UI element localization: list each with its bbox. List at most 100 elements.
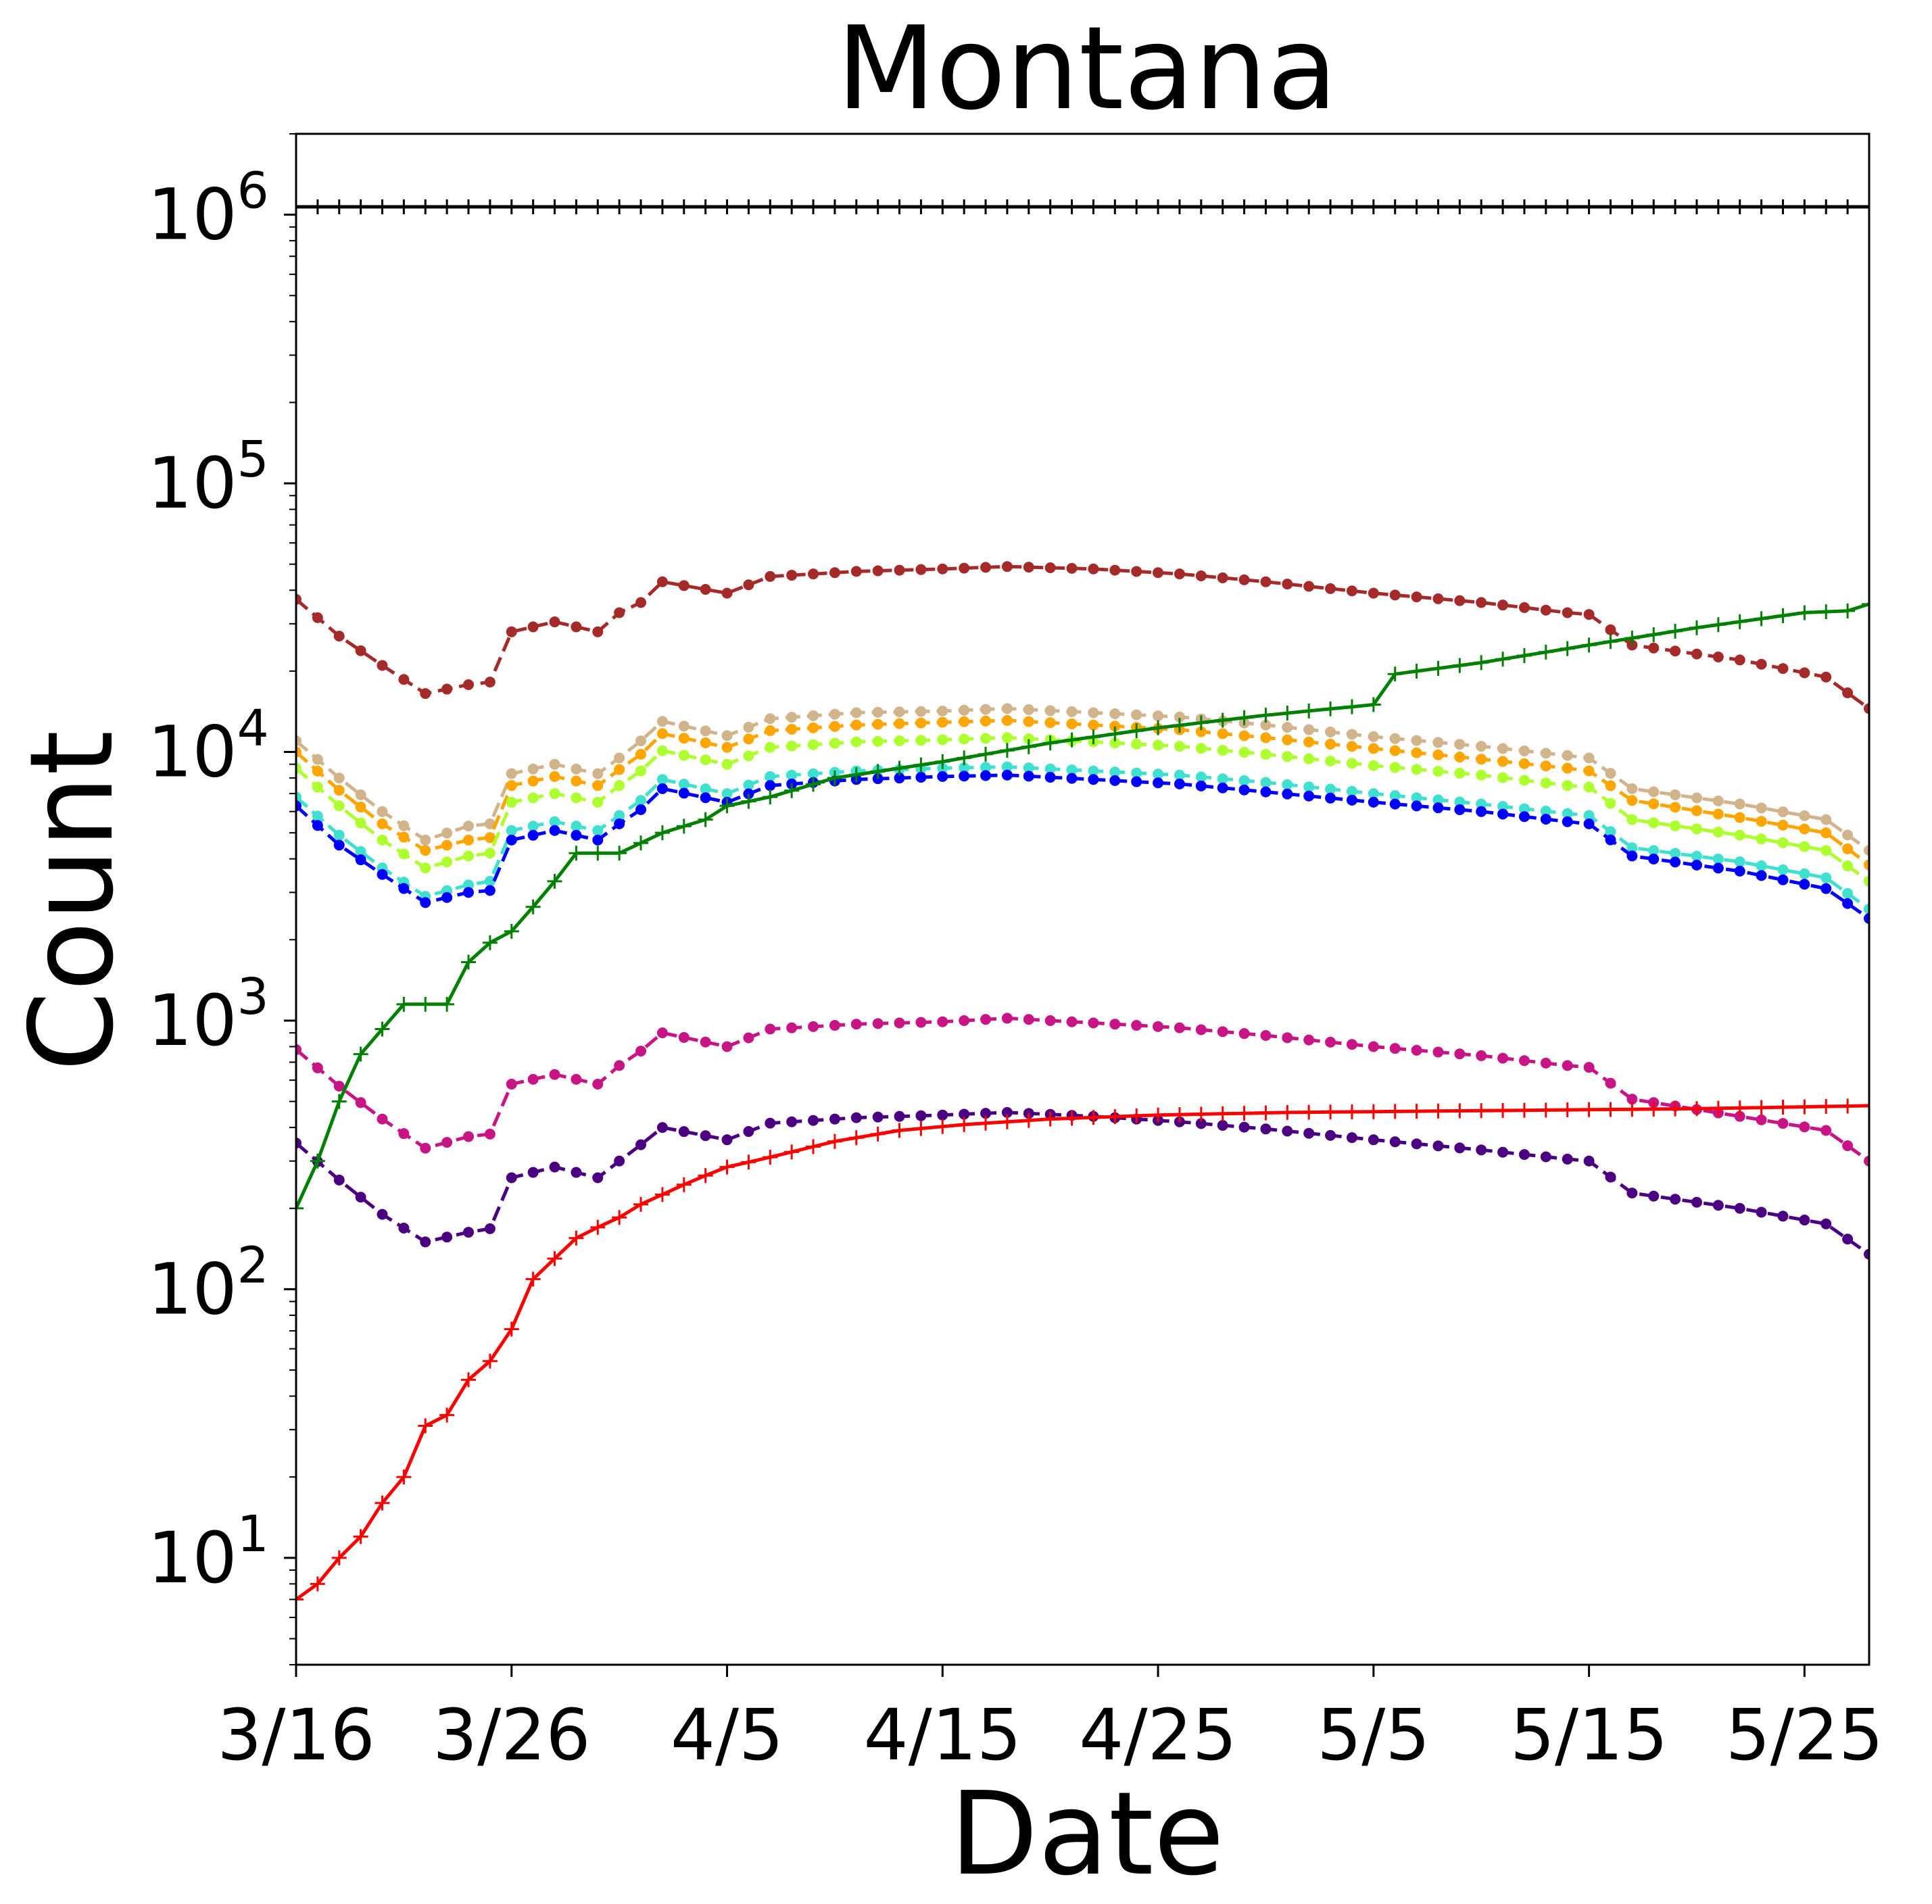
series-9-point-2: [331, 1094, 347, 1109]
series-1-point-45: [1260, 576, 1272, 587]
y-tick-exponent: 5: [237, 431, 269, 489]
series-7-point-58: [1540, 1057, 1551, 1069]
series-0-point-70: [1797, 199, 1812, 214]
series-8-point-30: [937, 1109, 948, 1121]
series-3-point-3: [355, 802, 366, 813]
series-2-point-13: [571, 763, 582, 775]
series-3-point-35: [1044, 717, 1056, 729]
series-4-point-40: [1153, 739, 1164, 751]
series-4-point-51: [1389, 762, 1401, 773]
series-9-point-8: [461, 954, 477, 970]
series-7-point-45: [1260, 1030, 1272, 1042]
series-8-point-64: [1670, 1194, 1681, 1205]
series-0-point-9: [482, 199, 498, 214]
series-1-point-31: [959, 562, 970, 574]
series-10-point-40: [1151, 1107, 1166, 1123]
series-4-point-60: [1583, 781, 1595, 793]
series-3-point-11: [527, 775, 539, 787]
series-4-point-70: [1799, 841, 1810, 852]
series-6-point-45: [1260, 786, 1272, 798]
series-2-point-24: [808, 710, 819, 721]
series-7-point-0: [296, 1044, 301, 1055]
series-8-point-71: [1820, 1218, 1832, 1229]
series-3-point-57: [1518, 758, 1530, 769]
series-7-point-3: [355, 1097, 366, 1108]
series-2-point-72: [1842, 829, 1854, 841]
series-9-point-35: [1042, 735, 1058, 751]
series-9-point-68: [1754, 611, 1769, 627]
series-5-point-24: [808, 768, 819, 779]
series-3-point-8: [463, 834, 475, 846]
series-10-point-2: [331, 1550, 347, 1565]
series-4-point-33: [1001, 732, 1013, 743]
series-8-point-29: [915, 1110, 927, 1121]
series-2-point-62: [1626, 783, 1638, 794]
series-2-point-46: [1282, 722, 1293, 733]
series-5-point-23: [786, 769, 798, 781]
series-7-point-40: [1153, 1021, 1164, 1032]
series-6-point-1: [312, 820, 323, 831]
series-0-point-16: [633, 199, 649, 214]
series-10-point-28: [892, 1123, 907, 1138]
series-3-point-28: [894, 718, 905, 729]
series-4-point-2: [333, 800, 345, 812]
series-5-point-31: [959, 762, 970, 773]
series-5-point-70: [1799, 868, 1810, 879]
series-5-point-41: [1174, 769, 1185, 781]
series-6-point-53: [1432, 802, 1444, 814]
series-0-point-17: [654, 199, 670, 214]
series-8-point-28: [894, 1110, 905, 1122]
series-0-point-28: [892, 199, 907, 214]
series-1-point-40: [1153, 567, 1164, 579]
series-3-point-60: [1583, 765, 1595, 777]
series-8-point-33: [1001, 1106, 1013, 1118]
series-4-point-62: [1626, 814, 1638, 825]
series-0-point-53: [1430, 199, 1446, 214]
series-3-point-2: [333, 785, 345, 796]
series-4-point-31: [959, 733, 970, 745]
series-3-point-59: [1562, 762, 1573, 774]
series-7-point-32: [980, 1014, 992, 1025]
series-2-point-18: [678, 721, 690, 732]
series-4-point-65: [1691, 823, 1702, 835]
series-7-point-68: [1756, 1114, 1767, 1125]
series-4-point-67: [1734, 829, 1745, 841]
series-6-point-38: [1109, 775, 1121, 786]
series-4-point-50: [1368, 760, 1379, 771]
series-1-point-66: [1712, 652, 1724, 663]
series-10-point-35: [1042, 1111, 1058, 1127]
series-7-point-48: [1325, 1036, 1336, 1048]
series-5-point-56: [1497, 801, 1509, 812]
series-6-point-33: [1001, 769, 1013, 781]
y-tick-exponent: 4: [237, 700, 269, 758]
series-9-point-10: [504, 923, 519, 939]
series-5-point-20: [721, 788, 733, 800]
series-3-point-62: [1626, 795, 1638, 806]
series-4-point-53: [1432, 766, 1444, 777]
series-9-point-43: [1215, 712, 1230, 728]
series-0: [296, 199, 1869, 214]
series-6-point-55: [1476, 806, 1487, 817]
series-9-point-7: [439, 996, 455, 1012]
series-1-point-69: [1777, 663, 1789, 675]
series-4-point-47: [1303, 753, 1315, 764]
series-3-point-29: [915, 717, 927, 729]
series-9-point-34: [1021, 739, 1036, 754]
series-1-point-52: [1411, 591, 1422, 603]
series-8-point-46: [1282, 1125, 1293, 1137]
series-10-point-62: [1624, 1102, 1640, 1117]
series-8-point-22: [765, 1117, 776, 1129]
series-4-point-9: [484, 848, 496, 859]
series-0-point-46: [1280, 199, 1295, 214]
series-8-point-17: [656, 1122, 668, 1133]
y-tick-label-1: 102: [147, 1236, 268, 1330]
series-5-point-63: [1648, 845, 1660, 856]
series-4-point-18: [678, 750, 690, 761]
series-1-point-16: [635, 597, 647, 608]
series-5-point-58: [1540, 806, 1551, 817]
series-6-point-71: [1820, 883, 1832, 894]
series-8-point-42: [1195, 1118, 1207, 1129]
series-10-point-33: [999, 1114, 1015, 1129]
series-4-point-52: [1411, 764, 1422, 775]
series-4-point-39: [1131, 738, 1142, 750]
